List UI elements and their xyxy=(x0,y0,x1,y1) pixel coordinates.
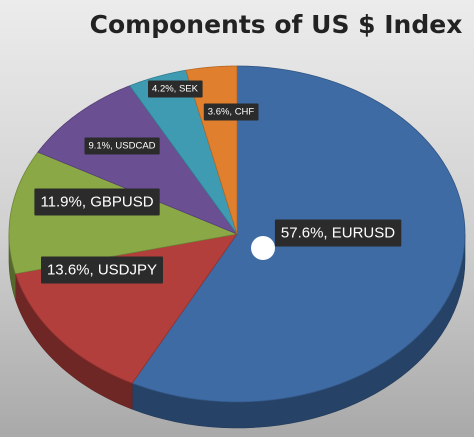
data-label-text: 13.6%, USDJPY xyxy=(47,262,157,279)
chart-title: Components of US $ Index xyxy=(90,10,463,39)
data-label-box xyxy=(84,137,160,155)
data-label-box xyxy=(41,256,163,284)
data-label-usdjpy: 13.6%, USDJPY xyxy=(41,256,163,284)
pie-center-dot xyxy=(251,236,275,260)
data-label-eurusd: 57.6%, EURUSD xyxy=(274,219,402,247)
data-label-gbpusd: 11.9%, GBPUSD xyxy=(34,188,160,216)
data-label-text: 57.6%, EURUSD xyxy=(281,225,395,242)
pie-slice-sek xyxy=(129,69,238,235)
data-label-text: 11.9%, GBPUSD xyxy=(40,194,153,211)
data-label-sek: 4.2%, SEK xyxy=(148,80,203,98)
data-label-box xyxy=(274,219,402,247)
data-label-box xyxy=(203,103,259,121)
data-label-text: 9.1%, USDCAD xyxy=(88,141,155,152)
pie-slice-usdcad xyxy=(37,85,239,235)
data-label-text: 4.2%, SEK xyxy=(152,84,199,95)
data-label-box xyxy=(34,188,160,216)
data-label-text: 3.6%, CHF xyxy=(208,107,255,118)
data-label-box xyxy=(148,80,203,98)
data-label-usdcad: 9.1%, USDCAD xyxy=(84,137,160,155)
data-label-chf: 3.6%, CHF xyxy=(203,103,259,121)
pie-labels: 57.6%, EURUSD 13.6%, USDJPY 11.9%, GBPUSD 9… xyxy=(34,80,402,284)
